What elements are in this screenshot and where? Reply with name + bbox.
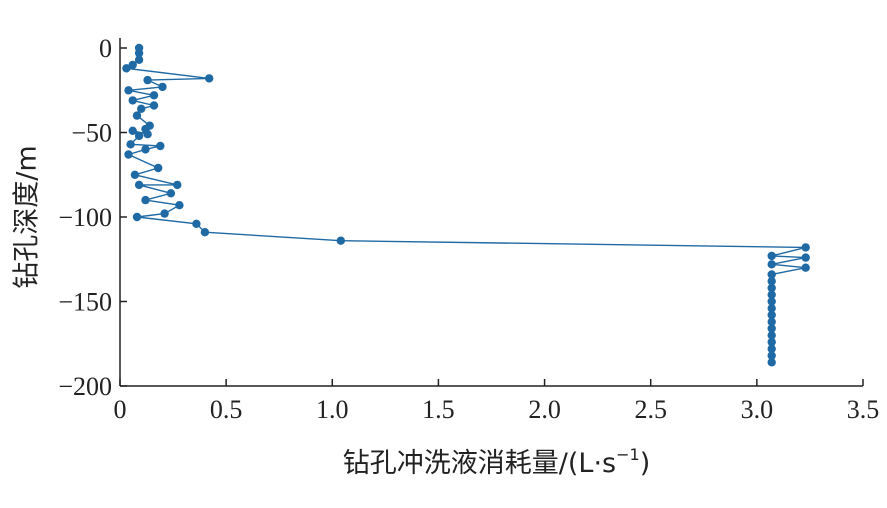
data-point: [160, 209, 169, 218]
data-point: [767, 317, 776, 326]
x-tick-label: 1.0: [316, 395, 349, 424]
x-tick-label: 0.5: [210, 395, 243, 424]
data-point: [767, 277, 776, 286]
data-point: [175, 201, 184, 210]
data-point: [200, 228, 210, 237]
x-tick-label: 0: [114, 395, 127, 424]
data-point: [158, 82, 167, 92]
data-point: [767, 251, 776, 261]
data-point: [128, 96, 137, 105]
data-point: [134, 55, 144, 64]
data-point: [173, 180, 182, 190]
data-point: [143, 75, 152, 85]
y-tick-label: 0: [99, 34, 112, 63]
data-point: [154, 163, 163, 173]
data-point: [137, 104, 146, 114]
y-tick-label: −150: [58, 288, 112, 317]
data-point: [128, 126, 137, 135]
data-point: [801, 243, 810, 252]
data-point: [149, 101, 159, 110]
data-point: [767, 344, 776, 353]
data-point: [767, 324, 776, 333]
data-point: [767, 337, 776, 347]
y-axis-ticks: 0 −50 −100 −150 −200: [58, 34, 127, 401]
data-point: [192, 219, 201, 228]
data-point: [141, 145, 150, 154]
data-point: [767, 358, 776, 367]
y-axis-title: 钻孔深度/m: [12, 145, 43, 288]
data-point: [767, 331, 776, 340]
x-tick-label: 1.5: [422, 395, 455, 424]
x-tick-label: 2.5: [634, 395, 667, 424]
data-point: [134, 180, 144, 190]
y-tick-label: −100: [58, 203, 112, 232]
data-point: [801, 263, 810, 272]
data-point: [767, 270, 776, 279]
data-point: [767, 290, 776, 299]
data-point: [801, 253, 810, 262]
data-point: [124, 150, 133, 159]
data-point: [767, 260, 776, 269]
x-axis-title-close: ): [640, 448, 651, 479]
axes: [119, 38, 863, 387]
data-point: [132, 212, 142, 222]
x-tick-label: 2.0: [528, 395, 561, 424]
data-point: [767, 283, 776, 293]
data-point: [767, 304, 776, 313]
data-point: [205, 74, 214, 83]
x-axis-title-superscript: −1: [616, 445, 640, 464]
data-point: [336, 236, 345, 245]
x-tick-label: 3.5: [847, 395, 880, 424]
data-point: [128, 60, 137, 70]
data-point: [149, 91, 159, 100]
x-axis-ticks: 0 0.5 1.0 1.5 2.0 2.5 3.0 3.5: [114, 379, 880, 424]
data-point: [143, 130, 152, 139]
data-point: [156, 141, 165, 151]
data-point: [124, 86, 133, 95]
data-point: [767, 351, 776, 360]
data-point: [132, 111, 142, 120]
data-point: [134, 131, 144, 141]
data-point: [126, 140, 135, 149]
data-point: [767, 310, 776, 320]
data-point: [166, 189, 176, 198]
y-tick-label: −200: [58, 372, 112, 401]
data-point: [134, 48, 144, 58]
data-point: [130, 170, 140, 179]
data-point: [122, 64, 131, 73]
data-point: [141, 195, 150, 205]
x-axis-title: 钻孔冲洗液消耗量/(L·s−1): [343, 445, 650, 479]
x-tick-label: 3.0: [741, 395, 774, 424]
series-line: [124, 48, 806, 363]
series: [122, 43, 810, 367]
y-tick-label: −50: [71, 119, 112, 148]
data-point: [767, 297, 776, 306]
